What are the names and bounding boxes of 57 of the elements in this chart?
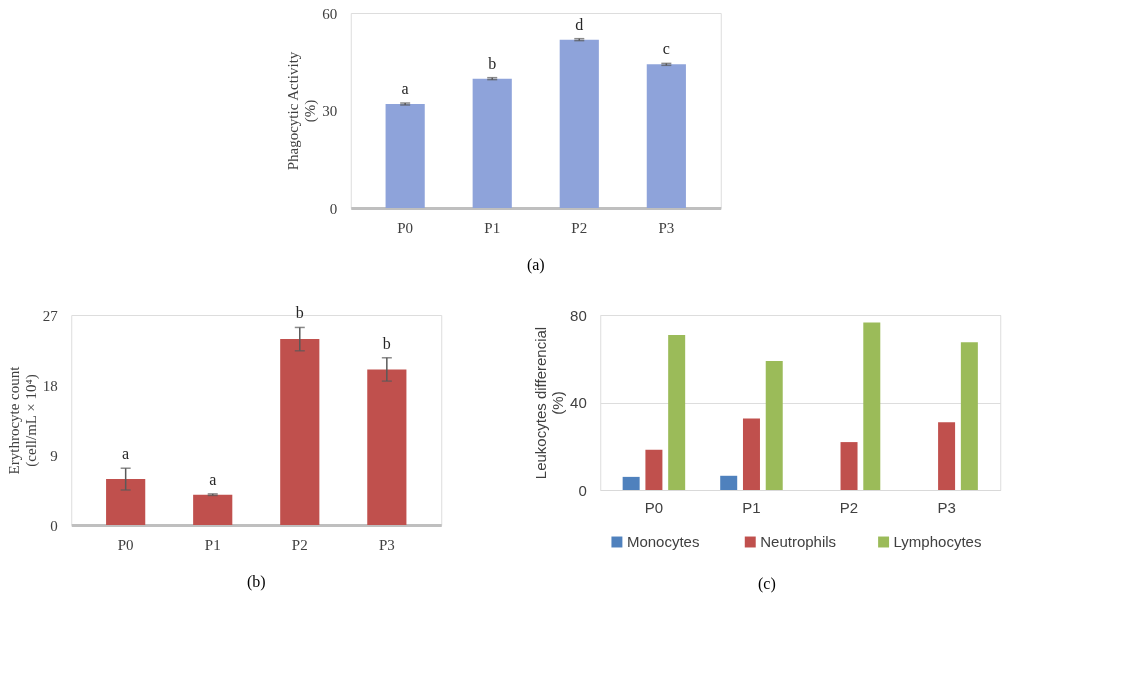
x-tick-label: P3 — [937, 498, 956, 516]
y-tick-label: 0 — [329, 200, 338, 217]
bar — [863, 322, 881, 490]
x-tick-label: P1 — [742, 498, 761, 516]
y-tick-label: 30 — [322, 103, 338, 119]
x-tick-label: P0 — [644, 498, 664, 516]
bar — [960, 342, 978, 490]
data-label: b — [382, 334, 391, 352]
data-label: d — [575, 15, 584, 33]
x-tick-label: P2 — [839, 498, 859, 516]
bar — [840, 442, 858, 490]
y-tick-label: 9 — [50, 447, 58, 464]
bar — [668, 334, 686, 490]
y-tick-label: 60 — [322, 5, 338, 22]
legend-label: Neutrophils — [760, 533, 837, 550]
x-tick-label: P2 — [291, 536, 308, 553]
y-tick-label: 0 — [50, 517, 58, 534]
data-label: a — [401, 80, 409, 98]
x-tick-label: P0 — [397, 219, 414, 236]
bar — [938, 422, 956, 490]
x-tick-label: P1 — [204, 536, 221, 553]
data-label: c — [662, 40, 670, 58]
bar — [646, 64, 686, 208]
x-tick-label: P1 — [484, 219, 501, 236]
bar — [559, 39, 599, 208]
bar — [193, 494, 233, 525]
data-label: a — [122, 445, 130, 463]
y-tick-label: 27 — [42, 307, 59, 324]
y-axis-title: Leukocytes differencial (%) — [532, 326, 567, 480]
legend-label: Monocytes — [626, 533, 700, 550]
bar — [280, 339, 320, 525]
y-tick-label: 80 — [570, 306, 587, 324]
data-label: a — [209, 470, 217, 488]
data-label: b — [295, 304, 304, 322]
text: (c) — [758, 575, 776, 593]
text: (b) — [246, 573, 266, 591]
y-tick-label: 40 — [570, 394, 587, 411]
bar — [645, 449, 663, 490]
bar — [622, 476, 640, 490]
y-tick-label: 18 — [42, 377, 58, 394]
bar — [720, 475, 738, 490]
x-tick-label: P2 — [571, 219, 588, 236]
text: (a) — [526, 256, 545, 274]
x-tick-label: P3 — [378, 536, 395, 553]
data-label: b — [488, 54, 497, 72]
bar — [385, 104, 425, 208]
y-axis-title: Erythrocyte count (cell/mL × 10⁴) — [5, 365, 40, 475]
bar — [472, 78, 512, 208]
legend-label: Lymphocytes — [893, 533, 982, 550]
x-tick-label: P0 — [117, 536, 134, 553]
bar — [765, 360, 783, 490]
y-tick-label: 0 — [578, 481, 587, 499]
bar — [742, 418, 760, 490]
bar — [106, 479, 146, 525]
bar — [367, 369, 407, 525]
x-tick-label: P3 — [658, 219, 675, 236]
y-axis-title: Phagocytic Activity (%) — [285, 51, 320, 171]
